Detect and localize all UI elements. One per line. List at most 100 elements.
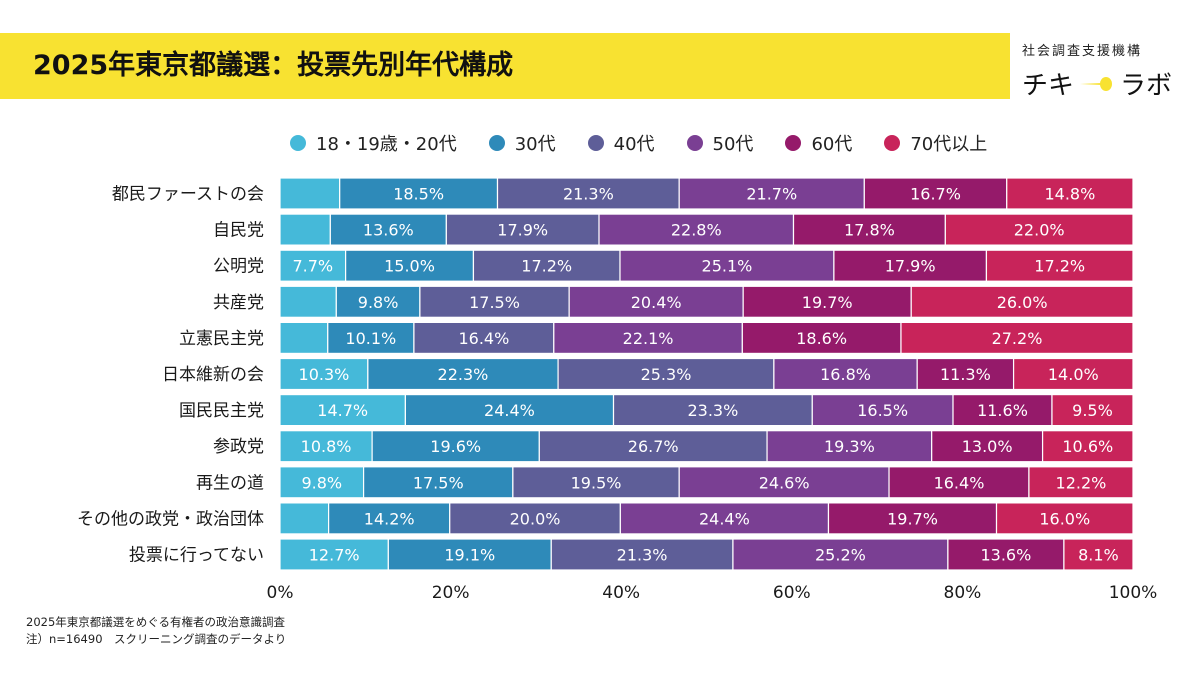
data-label: 12.2% — [1056, 473, 1107, 492]
data-label: 22.1% — [623, 329, 674, 348]
data-label: 25.2% — [815, 546, 866, 565]
bar-segment — [538, 430, 768, 463]
category-label: 投票に行ってない — [129, 546, 264, 566]
data-label: 10.6% — [1062, 437, 1113, 456]
bar-segment — [732, 538, 949, 571]
legend-swatch — [785, 135, 802, 151]
bar-segment — [1063, 538, 1134, 571]
bar-segment — [449, 502, 621, 535]
bar-segment — [598, 213, 795, 246]
data-label: 27.2% — [992, 329, 1043, 348]
legend-swatch — [290, 135, 306, 151]
bar-segment — [1051, 394, 1134, 427]
legend-item: 18・19歳・20代 — [290, 130, 457, 156]
bar-segment — [568, 285, 744, 318]
brand-name: チキ ラボ — [1022, 65, 1192, 102]
data-label: 9.8% — [301, 473, 342, 492]
bar-segment — [995, 502, 1134, 535]
data-label: 17.2% — [1034, 257, 1085, 276]
data-label: 12.7% — [309, 546, 360, 565]
footnote-note: 注）n=16490 スクリーニング調査のデータより — [26, 632, 287, 646]
x-tick-label: 80% — [944, 583, 982, 603]
bar-segment — [792, 213, 946, 246]
bar-segment — [387, 538, 552, 571]
data-label: 18.6% — [796, 329, 847, 348]
data-label: 10.8% — [301, 437, 352, 456]
bar-segment — [512, 466, 680, 499]
category-label: その他の政党・政治団体 — [77, 509, 264, 529]
bar-segment — [329, 213, 447, 246]
data-label: 19.7% — [887, 509, 938, 528]
legend-swatch — [884, 135, 901, 151]
data-label: 19.3% — [824, 437, 875, 456]
data-label: 13.6% — [363, 221, 414, 240]
category-label: 自民党 — [213, 221, 264, 241]
bar-segment — [553, 321, 743, 354]
bar-segment — [833, 249, 988, 282]
data-label: 20.4% — [631, 293, 682, 312]
category-label: 立憲民主党 — [179, 328, 264, 349]
data-label: 16.4% — [934, 473, 985, 492]
bar-segment — [279, 466, 365, 499]
data-label: 24.6% — [759, 473, 810, 492]
category-label: 公明党 — [213, 257, 264, 277]
data-label: 16.4% — [458, 329, 509, 348]
data-label: 17.8% — [844, 221, 895, 240]
data-label: 21.3% — [617, 546, 668, 565]
category-label: 再生の道 — [196, 473, 264, 493]
data-label: 16.8% — [820, 365, 871, 384]
bar-segment — [279, 285, 337, 318]
bar-segment — [888, 466, 1030, 499]
bar-segment — [367, 357, 559, 391]
bar-segment — [1006, 177, 1134, 210]
data-label: 14.2% — [364, 509, 415, 528]
data-label: 26.0% — [997, 293, 1048, 312]
legend-label: 18・19歳・20代 — [316, 134, 457, 155]
brand-name-right: ラボ — [1120, 71, 1173, 101]
legend-label: 70代以上 — [910, 134, 988, 155]
legend-label: 50代 — [712, 134, 754, 155]
data-label: 26.7% — [628, 437, 679, 456]
bar-segment — [339, 177, 499, 210]
data-label: 17.5% — [469, 293, 520, 312]
title-band — [0, 33, 1010, 99]
bar-segment — [328, 502, 451, 535]
data-label: 10.3% — [299, 365, 350, 384]
data-label: 25.3% — [641, 365, 692, 384]
category-label: 都民ファーストの会 — [112, 185, 264, 205]
data-label: 20.0% — [510, 509, 561, 528]
bar-segment — [910, 285, 1134, 318]
bar-segment — [741, 321, 902, 354]
bar-segment — [1012, 357, 1134, 391]
bar-segment — [550, 538, 734, 571]
legend-item: 70代以上 — [884, 130, 987, 156]
data-label: 8.1% — [1078, 546, 1119, 565]
bar-segment — [445, 213, 600, 246]
data-label: 10.1% — [345, 329, 396, 348]
chart-legend: 18・19歳・20代 30代 40代 50代 60代 70代以上 — [290, 128, 987, 158]
data-label: 21.3% — [563, 185, 614, 204]
x-tick-label: 100% — [1109, 583, 1158, 603]
data-label: 24.4% — [484, 401, 535, 420]
bar-segment — [371, 430, 540, 463]
legend-swatch — [686, 135, 703, 151]
footnote: 2025年東京都議選をめぐる有権者の政治意識調査 注）n=16490 スクリーニ… — [26, 614, 286, 648]
bar-segment — [827, 502, 998, 535]
bar-segment — [279, 249, 347, 282]
category-label: 共産党 — [213, 293, 264, 313]
data-label: 9.8% — [358, 293, 399, 312]
legend-item: 60代 — [785, 130, 852, 156]
legend-swatch — [587, 135, 604, 151]
bar-segment — [279, 177, 341, 210]
data-label: 22.8% — [671, 221, 722, 240]
legend-label: 60代 — [811, 134, 853, 155]
data-label: 11.6% — [977, 401, 1028, 420]
data-label: 9.5% — [1072, 401, 1113, 420]
data-label: 21.7% — [746, 185, 797, 204]
data-label: 14.0% — [1048, 365, 1099, 384]
data-label: 22.3% — [438, 365, 489, 384]
data-label: 19.6% — [430, 437, 481, 456]
data-label: 15.0% — [384, 257, 435, 276]
data-label: 19.7% — [802, 293, 853, 312]
